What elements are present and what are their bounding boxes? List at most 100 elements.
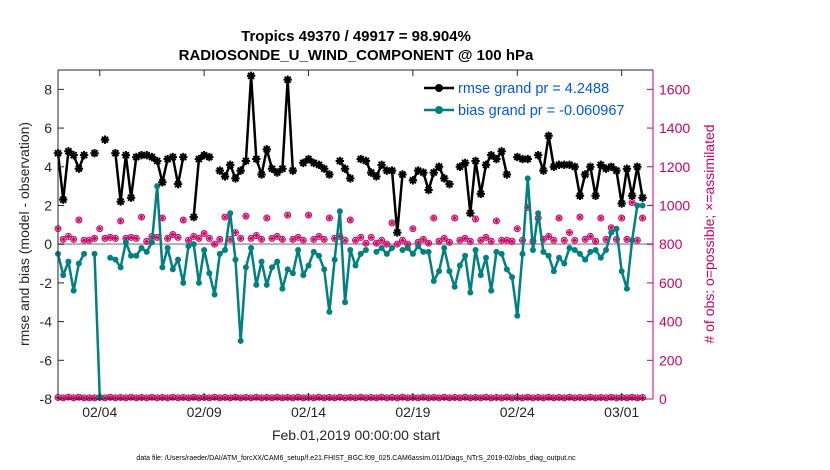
obs-assimilated-marker [76,394,82,400]
obs-assimilated-marker [264,394,270,400]
obs-assimilated-marker [363,395,369,401]
rmse-point [513,152,522,162]
obs-assimilated-marker [206,395,212,401]
obs-possible-marker [252,393,260,401]
bias-point [540,248,547,255]
obs-assimilated-marker [243,213,249,219]
obs-assimilated-marker [525,204,531,210]
y-right-tick-label: 600 [659,275,683,291]
obs-possible-marker [539,394,547,402]
bias-point [467,289,474,296]
y-left-tick-label: -8 [40,391,53,407]
bias-point [451,283,458,290]
obs-possible-marker [127,233,135,241]
obs-assimilated-marker [180,394,186,400]
obs-possible-marker [352,236,359,244]
bias-point [295,246,302,253]
rmse-point [168,152,178,162]
obs-assimilated-marker [97,226,103,232]
bias-point [576,250,583,257]
obs-assimilated-marker [394,395,400,401]
obs-assimilated-marker [363,240,369,246]
obs-possible-marker [435,394,443,402]
obs-possible-marker [231,393,239,401]
bias-point [107,254,114,261]
obs-assimilated-marker [572,395,578,401]
obs-possible-marker [315,393,323,401]
obs-possible-marker [388,219,396,227]
obs-possible-marker [440,393,448,401]
bias-point [258,258,265,265]
obs-possible-marker [138,213,146,221]
obs-possible-marker [482,233,490,241]
y-left-tick-label: 6 [44,120,52,136]
bias-point [112,256,119,263]
bias-point [582,256,589,263]
obs-possible-marker [498,394,506,402]
bias-point [514,312,521,319]
rmse-point [121,150,131,160]
bias-point [342,299,349,306]
obs-possible-marker [96,225,104,233]
bias-point [556,254,563,261]
obs-possible-marker [122,394,130,402]
obs-possible-marker [492,217,500,225]
obs-possible-marker [305,211,313,219]
bias-point [524,175,531,182]
rmse-point [90,149,99,158]
rmse-point [544,131,553,140]
bias-point [347,246,354,253]
obs-possible-marker [461,393,469,401]
obs-possible-marker [362,239,370,247]
bias-point [70,287,77,294]
obs-assimilated-marker [593,395,599,401]
obs-possible-marker [560,394,568,402]
obs-assimilated-marker [71,395,77,401]
rmse-point [319,164,329,173]
obs-assimilated-marker [144,395,150,401]
bias-point [566,245,573,252]
legend-bias-marker [435,106,443,114]
obs-possible-marker [325,214,333,222]
obs-assimilated-marker [483,394,489,400]
bias-point [498,250,505,257]
bias-point [65,258,72,265]
obs-assimilated-marker [102,395,108,401]
bias-point [352,262,359,269]
rmse-point [163,154,172,164]
obs-possible-marker [101,234,109,242]
bias-point [603,246,610,253]
rmse-point [278,164,287,173]
obs-possible-marker [472,215,480,223]
obs-assimilated-marker [332,235,338,241]
obs-assimilated-marker [598,215,604,221]
obs-assimilated-marker [446,239,452,245]
chart-title-line1: Tropics 49370 / 49917 = 98.904% [241,28,471,45]
obs-assimilated-marker [227,395,233,401]
y-right-axis: 0 200 400 600 800 1000 1200 1400 1600 [647,81,690,407]
obs-assimilated-marker [629,200,635,206]
obs-assimilated-marker [243,394,249,400]
obs-assimilated-marker [232,394,238,400]
obs-assimilated-marker [86,237,92,243]
obs-possible-marker [425,239,433,247]
obs-assimilated-marker [629,394,635,400]
obs-assimilated-marker [269,235,275,241]
obs-assimilated-marker [222,214,228,220]
bias-point [81,250,88,257]
rmse-point [325,170,334,179]
obs-possible-marker [581,394,589,402]
obs-possible-marker [414,394,422,402]
bias-point [159,264,166,271]
obs-assimilated-marker [159,215,165,221]
rmse-point [179,152,188,162]
bias-point [472,246,479,253]
rmse-point [158,178,167,187]
obs-assimilated-marker [624,236,630,242]
bias-point [535,210,542,217]
obs-assimilated-marker [514,226,520,232]
obs-assimilated-marker [535,394,541,400]
obs-assimilated-marker [316,394,322,400]
y-right-tick-label: 1000 [659,197,690,213]
bias-line [375,246,393,256]
